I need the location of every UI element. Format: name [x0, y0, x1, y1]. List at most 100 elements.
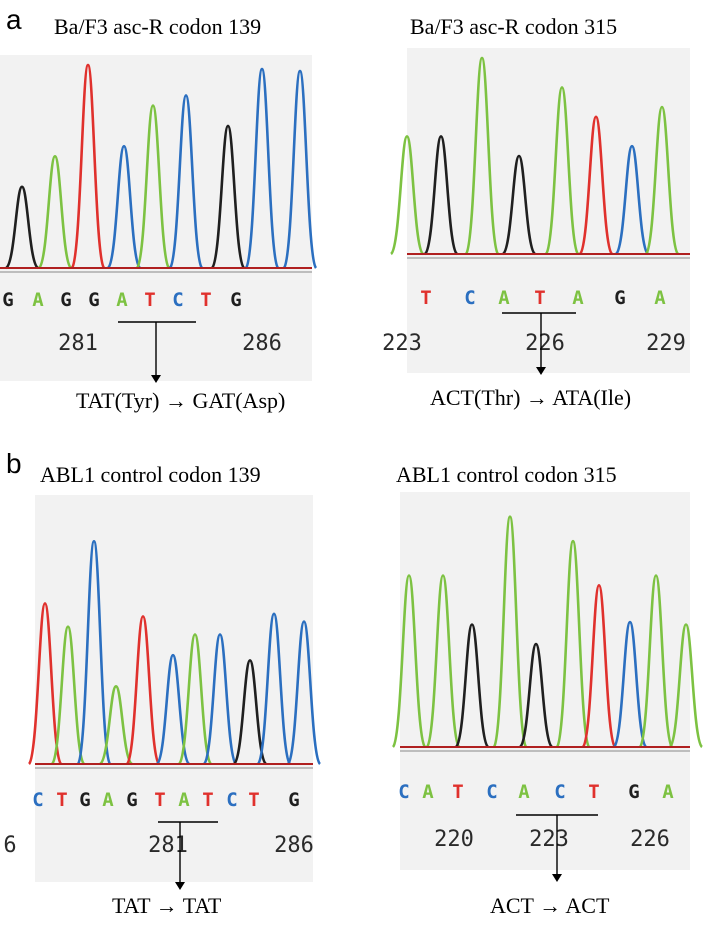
- base-call-G: G: [614, 287, 625, 309]
- base-call-G: G: [88, 289, 99, 311]
- trace-peak-C: [106, 144, 142, 270]
- base-call-A: A: [102, 789, 114, 811]
- chromatogram-a-right: T C A T A G A 223 226 229: [382, 48, 690, 375]
- trace-peak-A: [37, 155, 73, 270]
- trace-peak-A: [98, 684, 134, 766]
- trace-peak-T: [125, 615, 161, 765]
- base-call-A: A: [654, 287, 666, 309]
- trace-peak-A: [668, 623, 704, 749]
- base-call-A: A: [116, 289, 128, 311]
- position-label: 6: [3, 833, 16, 858]
- position-label: 226: [525, 331, 565, 356]
- arrow-down-icon: [175, 882, 185, 890]
- trace-peak-A: [544, 86, 580, 255]
- base-call-C: C: [486, 781, 497, 803]
- base-call-G: G: [60, 289, 71, 311]
- base-call-A: A: [572, 287, 584, 309]
- trace-peak-A: [492, 515, 528, 748]
- chromatogram-b-left: C T G A G T A T C T G6 281 286: [3, 495, 322, 890]
- trace-peak-A: [391, 574, 427, 748]
- mutation-label-a-right: ACT(Thr) → ATA(Ile): [430, 385, 631, 411]
- trace-peak-A: [177, 633, 213, 766]
- chromatogram-title-b-right: ABL1 control codon 315: [396, 462, 617, 487]
- arrow-icon: →: [164, 388, 187, 413]
- base-call-T: T: [154, 789, 165, 811]
- trace-peak-A: [464, 56, 500, 255]
- arrow-icon: →: [525, 385, 548, 410]
- base-call-A: A: [518, 781, 530, 803]
- codon-from: ACT(Thr): [430, 385, 521, 410]
- trace-peak-T: [27, 602, 63, 765]
- base-call-T: T: [420, 287, 431, 309]
- trace-peak-C: [168, 94, 204, 269]
- base-call-C: C: [172, 289, 183, 311]
- arrow-icon: →: [539, 893, 562, 918]
- scan-background: [35, 495, 313, 882]
- trace-peak-C: [76, 539, 112, 765]
- position-label: 286: [274, 833, 314, 858]
- position-label: 223: [382, 331, 422, 356]
- trace-peak-C: [612, 620, 648, 749]
- trace-peak-T: [578, 115, 614, 256]
- base-call-C: C: [32, 789, 43, 811]
- chromatogram-title-b-left: ABL1 control codon 139: [40, 462, 261, 487]
- base-call-C: C: [226, 789, 237, 811]
- base-call-C: C: [554, 781, 565, 803]
- trace-peak-C: [244, 67, 280, 269]
- codon-from: ACT: [490, 893, 534, 918]
- position-label: 223: [529, 827, 569, 852]
- chromatogram-title-a-right: Ba/F3 asc-R codon 315: [410, 14, 618, 39]
- trace-peak-A: [389, 135, 425, 256]
- position-label: 281: [58, 331, 98, 356]
- position-label: 281: [148, 833, 188, 858]
- mutation-label-a-left: TAT(Tyr) → GAT(Asp): [76, 388, 285, 414]
- codon-from: TAT(Tyr): [76, 388, 160, 413]
- trace-peak-G: [501, 154, 537, 256]
- base-call-G: G: [2, 289, 13, 311]
- base-call-A: A: [32, 289, 44, 311]
- trace-peak-A: [555, 539, 591, 748]
- trace-peak-A: [50, 625, 86, 766]
- trace-peak-C: [286, 620, 322, 766]
- mutation-label-b-right: ACT → ACT: [490, 893, 609, 919]
- codon-to: TAT: [182, 893, 222, 918]
- trace-peak-C: [614, 144, 650, 256]
- base-call-A: A: [498, 287, 510, 309]
- arrow-icon: →: [155, 893, 178, 918]
- arrow-down-icon: [552, 874, 562, 882]
- position-label: 226: [630, 827, 670, 852]
- position-label: 220: [434, 827, 474, 852]
- arrow-down-icon: [536, 367, 546, 375]
- trace-peak-C: [155, 653, 191, 766]
- base-call-G: G: [126, 789, 137, 811]
- base-call-T: T: [202, 789, 213, 811]
- trace-peak-G: [4, 185, 40, 270]
- base-call-G: G: [288, 789, 299, 811]
- arrow-down-icon: [151, 375, 161, 383]
- mutation-label-b-left: TAT → TAT: [112, 893, 221, 919]
- trace-peak-T: [581, 583, 617, 748]
- trace-peak-G: [423, 135, 459, 256]
- trace-peak-A: [644, 105, 680, 255]
- base-call-A: A: [178, 789, 190, 811]
- base-call-T: T: [248, 789, 259, 811]
- base-call-C: C: [464, 287, 475, 309]
- panel-b-letter: b: [6, 448, 22, 479]
- codon-to: ATA(Ile): [552, 385, 632, 410]
- base-call-T: T: [200, 289, 211, 311]
- trace-peak-C: [256, 612, 292, 765]
- trace-peak-C: [282, 69, 318, 269]
- scan-background: [400, 492, 690, 870]
- base-call-T: T: [452, 781, 463, 803]
- base-call-A: A: [422, 781, 434, 803]
- trace-peak-A: [425, 574, 461, 748]
- trace-peak-G: [518, 642, 554, 749]
- trace-peak-A: [638, 574, 674, 748]
- trace-peak-G: [232, 659, 268, 766]
- codon-to: GAT(Asp): [192, 388, 286, 413]
- base-call-T: T: [56, 789, 67, 811]
- trace-peak-C: [202, 633, 238, 766]
